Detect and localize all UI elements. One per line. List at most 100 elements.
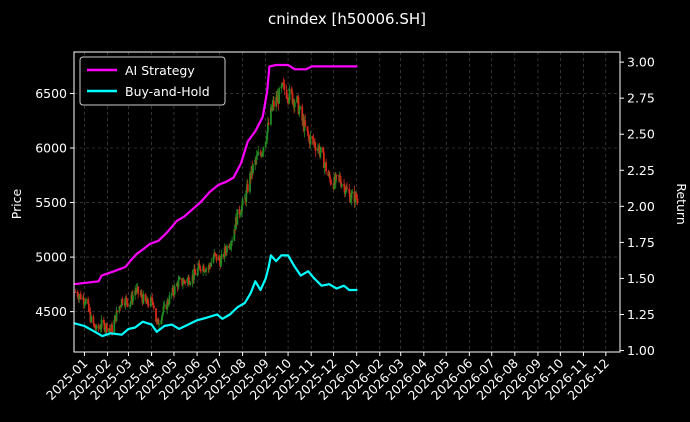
candle-body	[330, 183, 333, 185]
candle-body	[306, 126, 309, 132]
candle-body	[93, 323, 96, 325]
candle-body	[323, 164, 326, 168]
candle-body	[278, 88, 281, 104]
candle-body	[266, 131, 269, 141]
candle-body	[147, 304, 150, 306]
candle-body	[317, 148, 319, 151]
candle-body	[226, 245, 228, 253]
candle-body	[199, 265, 201, 270]
candle-body	[173, 286, 176, 295]
candle-body	[254, 159, 257, 165]
candle-body	[74, 292, 77, 293]
candle-body	[288, 88, 291, 101]
candle-body	[240, 213, 242, 215]
candle-body	[118, 306, 121, 312]
candle-body	[351, 191, 354, 194]
candle-body	[182, 283, 184, 285]
candle-body	[193, 268, 195, 280]
candle-body	[229, 246, 232, 248]
candle-body	[283, 83, 286, 91]
candle-body	[238, 209, 241, 215]
candle-body	[108, 328, 110, 333]
candle-body	[349, 199, 352, 203]
candle-body	[355, 198, 358, 200]
candle-body	[345, 187, 348, 192]
candle-body	[314, 147, 317, 151]
candle-body	[255, 159, 257, 161]
candle-body	[296, 96, 298, 103]
candle-body	[120, 306, 122, 308]
candle-body	[346, 187, 348, 190]
candle-body	[287, 98, 289, 102]
chart-title: cnindex [h50006.SH]	[268, 10, 426, 28]
candle-body	[189, 282, 192, 285]
candle-body	[213, 252, 216, 258]
candle-body	[103, 323, 106, 331]
candle-body	[82, 297, 85, 304]
y-right-tick-label: 2.25	[627, 163, 655, 178]
candle-body	[312, 138, 315, 143]
candle-body	[233, 229, 236, 241]
plot-frame	[73, 51, 621, 353]
series-line-buy-and-hold	[73, 254, 358, 338]
y-right-tick-label: 2.50	[627, 127, 655, 142]
candle-body	[88, 303, 90, 312]
candle-body	[104, 329, 107, 331]
y-axis-right: 1.00 1.25 1.50 1.75 2.00 2.25 2.50 2.75 3.00	[620, 55, 655, 358]
candle-body	[152, 302, 154, 306]
y-right-tick-label: 1.00	[627, 343, 655, 358]
candle-body	[161, 312, 164, 316]
candle-body	[193, 268, 196, 273]
candle-body	[267, 123, 270, 125]
candle-body	[223, 247, 226, 258]
candle-body	[290, 88, 293, 94]
candle-body	[196, 268, 199, 275]
candle-body	[271, 104, 274, 111]
candle-body	[199, 269, 202, 272]
candle-body	[224, 247, 227, 252]
candle-body	[319, 147, 322, 153]
candle-body	[322, 147, 325, 153]
candle-body	[126, 298, 128, 303]
candle-body	[270, 107, 272, 125]
candle-body	[239, 214, 242, 216]
candle-body	[79, 293, 82, 300]
candle-body	[78, 296, 81, 300]
candle-body	[93, 324, 96, 328]
candle-body	[264, 141, 267, 148]
y-axis-left-label: Price	[9, 188, 24, 219]
candle-body	[298, 108, 301, 115]
candle-body	[267, 123, 269, 132]
y-right-tick-label: 2.00	[627, 199, 655, 214]
candle-body	[349, 193, 351, 203]
price-candles	[74, 77, 359, 337]
candle-body	[333, 176, 336, 189]
candle-body	[322, 152, 325, 168]
candle-body	[257, 152, 260, 156]
candle-body	[102, 319, 105, 324]
candle-body	[99, 327, 102, 330]
candle-body	[160, 320, 163, 325]
candle-body	[240, 205, 243, 214]
candle-body	[291, 93, 294, 104]
candle-body	[334, 174, 337, 183]
candle-body	[137, 286, 140, 294]
candle-body	[287, 100, 290, 102]
candle-body	[337, 175, 340, 177]
candle-body	[155, 308, 157, 322]
candle-body	[135, 288, 138, 292]
candle-body	[168, 295, 171, 304]
candle-body	[157, 318, 160, 325]
candle-body	[113, 319, 116, 333]
candle-body	[297, 97, 300, 115]
candle-body	[343, 184, 345, 186]
candle-body	[115, 310, 118, 322]
candle-body	[207, 268, 210, 270]
candle-body	[166, 300, 169, 310]
candle-body	[90, 316, 93, 323]
candle-body	[214, 252, 216, 254]
candle-body	[318, 146, 321, 155]
legend-label-ai-strategy: AI Strategy	[125, 63, 195, 78]
candle-body	[343, 185, 346, 194]
candle-body	[311, 136, 314, 139]
